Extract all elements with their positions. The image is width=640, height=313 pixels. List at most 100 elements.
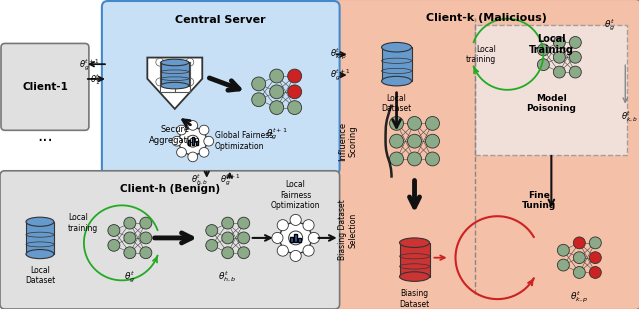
Circle shape [538, 59, 549, 71]
Circle shape [177, 125, 186, 135]
Circle shape [199, 147, 209, 157]
Circle shape [269, 69, 284, 83]
Circle shape [287, 69, 301, 83]
Text: $\theta_g^{t+1}$: $\theta_g^{t+1}$ [79, 57, 100, 73]
Circle shape [221, 232, 234, 244]
Text: $\theta_g^{t+1}$: $\theta_g^{t+1}$ [330, 67, 350, 83]
Circle shape [557, 259, 570, 271]
Circle shape [554, 51, 565, 63]
Circle shape [221, 247, 234, 259]
Circle shape [408, 152, 422, 166]
Circle shape [589, 252, 602, 264]
Circle shape [570, 37, 581, 49]
Circle shape [390, 152, 404, 166]
Text: $\theta_{h,b}^t$: $\theta_{h,b}^t$ [191, 173, 209, 187]
Text: $\theta_1^{t}$: $\theta_1^{t}$ [90, 73, 100, 87]
FancyBboxPatch shape [298, 238, 301, 242]
Circle shape [287, 85, 301, 99]
Text: Secure
Aggregation: Secure Aggregation [149, 126, 201, 145]
Circle shape [188, 152, 198, 162]
Circle shape [290, 214, 301, 225]
Circle shape [252, 77, 266, 91]
FancyBboxPatch shape [102, 1, 340, 175]
Ellipse shape [399, 272, 429, 281]
Text: Local
training: Local training [68, 213, 98, 233]
Circle shape [108, 239, 120, 251]
Circle shape [188, 121, 198, 130]
Text: Model
Poisoning: Model Poisoning [527, 94, 576, 113]
Circle shape [554, 37, 565, 49]
Text: Central Server: Central Server [175, 15, 266, 25]
FancyBboxPatch shape [294, 234, 297, 242]
Text: Biasing
Dataset: Biasing Dataset [399, 289, 429, 309]
Circle shape [140, 232, 152, 244]
Text: Global Fairness
Optimization: Global Fairness Optimization [215, 131, 273, 151]
Circle shape [570, 66, 581, 78]
Text: Influence
Scoring: Influence Scoring [338, 122, 357, 161]
Circle shape [589, 237, 602, 249]
Text: Local
Fairness
Optimization: Local Fairness Optimization [271, 181, 321, 210]
FancyBboxPatch shape [26, 222, 54, 254]
Ellipse shape [26, 217, 54, 226]
Text: $\theta_g^t$: $\theta_g^t$ [604, 18, 615, 33]
Circle shape [308, 232, 319, 244]
Circle shape [237, 217, 250, 229]
FancyBboxPatch shape [161, 63, 189, 85]
Circle shape [426, 116, 440, 130]
Text: $\theta_{k,b}^t$: $\theta_{k,b}^t$ [621, 109, 638, 124]
Circle shape [179, 127, 207, 155]
Text: Local
training: Local training [466, 44, 497, 64]
Circle shape [573, 252, 586, 264]
Circle shape [554, 66, 565, 78]
Circle shape [206, 239, 218, 251]
Text: Local
Dataset: Local Dataset [381, 94, 412, 113]
Text: $\theta_g^t$: $\theta_g^t$ [124, 269, 136, 285]
Circle shape [221, 217, 234, 229]
Text: $\theta_g^{t+1}$: $\theta_g^{t+1}$ [220, 173, 240, 188]
Circle shape [570, 51, 581, 63]
FancyBboxPatch shape [476, 25, 627, 155]
Ellipse shape [161, 59, 189, 66]
Circle shape [252, 93, 266, 107]
Circle shape [303, 245, 314, 256]
Circle shape [237, 247, 250, 259]
FancyBboxPatch shape [191, 137, 194, 145]
Ellipse shape [399, 238, 429, 248]
Circle shape [186, 78, 194, 86]
Circle shape [426, 152, 440, 166]
Circle shape [289, 231, 303, 245]
Ellipse shape [381, 76, 412, 86]
Text: Fine
Tuning: Fine Tuning [522, 191, 557, 210]
FancyBboxPatch shape [0, 171, 340, 309]
FancyBboxPatch shape [196, 141, 198, 145]
Circle shape [272, 232, 283, 244]
Circle shape [269, 101, 284, 115]
Circle shape [277, 245, 289, 256]
Text: ...: ... [37, 127, 53, 145]
Circle shape [557, 244, 570, 256]
Circle shape [573, 237, 586, 249]
Circle shape [277, 220, 289, 231]
FancyBboxPatch shape [381, 47, 412, 81]
Text: Biasing Dataset
Selection: Biasing Dataset Selection [338, 200, 357, 260]
Text: $\theta_{k,p}^{t}$: $\theta_{k,p}^{t}$ [330, 47, 347, 62]
Circle shape [186, 58, 194, 66]
Ellipse shape [381, 43, 412, 52]
Polygon shape [147, 58, 202, 109]
Ellipse shape [26, 249, 54, 259]
FancyBboxPatch shape [399, 243, 429, 277]
Text: Client-1: Client-1 [22, 82, 68, 92]
Circle shape [287, 101, 301, 115]
Circle shape [426, 134, 440, 148]
Circle shape [204, 136, 214, 146]
Text: Local
Training: Local Training [529, 33, 574, 55]
Circle shape [573, 267, 586, 278]
Circle shape [124, 247, 136, 259]
Circle shape [280, 222, 312, 254]
Circle shape [303, 220, 314, 231]
Circle shape [269, 85, 284, 99]
Circle shape [538, 44, 549, 56]
FancyBboxPatch shape [1, 44, 89, 130]
Circle shape [199, 125, 209, 135]
FancyBboxPatch shape [332, 0, 640, 310]
